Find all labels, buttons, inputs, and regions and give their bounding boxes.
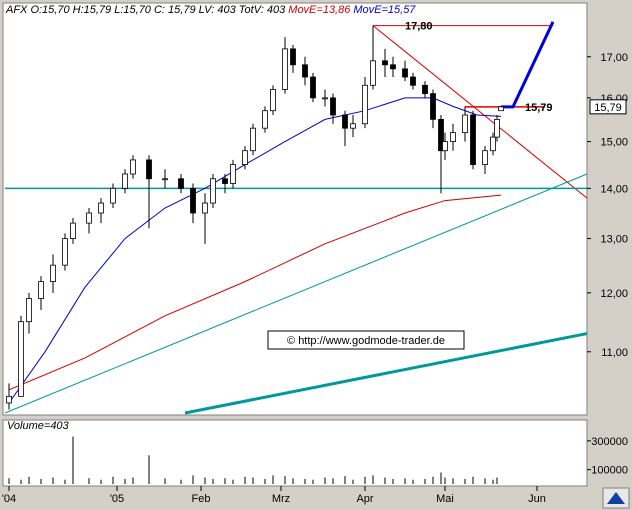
candle-body (422, 84, 428, 95)
candle-body (190, 187, 196, 214)
candle-body (50, 264, 56, 283)
y-tick-label: 12,00 (600, 288, 628, 300)
candle-body (322, 97, 328, 100)
candle-body (230, 164, 236, 184)
watermark-box (267, 330, 465, 350)
candle-body (302, 64, 308, 78)
candle-body (122, 173, 128, 189)
candle-body (250, 127, 256, 152)
trend-line (372, 25, 588, 199)
candle-body (242, 150, 248, 165)
candle-body (462, 114, 468, 134)
candle-body (362, 84, 368, 125)
candle-body (18, 321, 24, 397)
x-tick-label: Mrz (272, 493, 290, 505)
candle-body (270, 89, 276, 112)
candle-body (262, 110, 268, 129)
candle-body (38, 281, 44, 299)
candle-body (130, 159, 136, 175)
y-tick-label: 13,00 (600, 234, 628, 246)
legend-entry: MovE=15,57 (353, 4, 416, 16)
candle-body (162, 178, 168, 181)
candle-body (410, 76, 416, 86)
watermark: © http://www.godmode-trader.de (287, 335, 445, 347)
candle-body (282, 48, 288, 90)
trend-line (501, 21, 555, 109)
candle-body (310, 76, 316, 99)
x-tick-label: '05 (110, 493, 124, 505)
volume-tick-label: 100000 (591, 465, 628, 477)
candle-body (402, 68, 408, 78)
x-tick-label: '04 (2, 493, 16, 505)
candle-body (450, 132, 456, 143)
x-tick-label: Jun (528, 493, 546, 505)
candle-body (86, 212, 92, 224)
candle-body (442, 141, 448, 152)
volume-tick-label: 300000 (591, 436, 628, 448)
y-tick-label: 17,00 (600, 52, 628, 64)
price-tag: 15,79 (594, 102, 622, 114)
trend-line (184, 332, 588, 415)
header-text: AFX O:15,70 H:15,79 L:15,70 C: 15,79 LV:… (5, 4, 286, 16)
volume-label: Volume=403 (7, 420, 70, 432)
candle-body (110, 187, 116, 204)
candle-body (390, 64, 396, 70)
y-tick-label: 14,00 (600, 183, 628, 195)
tool-icon (607, 492, 625, 504)
moving-average (8, 97, 502, 404)
trend-line (4, 173, 588, 414)
x-tick-label: Apr (356, 493, 373, 505)
x-tick-label: Mai (436, 493, 454, 505)
y-tick-label: 15,00 (600, 137, 628, 149)
candle-body (430, 93, 436, 120)
candle-body (70, 222, 76, 239)
candle-body (202, 202, 208, 214)
y-tick-label: 11,00 (601, 347, 628, 359)
candle-body (342, 114, 348, 129)
candle-body (26, 298, 32, 323)
candle-body (350, 123, 356, 129)
candle-body (330, 97, 336, 116)
candle-body (98, 202, 104, 214)
annotation: 15,79 (525, 102, 553, 114)
x-tick-label: Feb (192, 493, 211, 505)
candle-body (370, 60, 376, 86)
candle-body (146, 159, 152, 180)
annotation: 17,80 (405, 21, 433, 33)
candle-body (482, 150, 488, 165)
candle-body (494, 118, 500, 138)
candle-body (290, 48, 296, 66)
header: AFX O:15,70 H:15,79 L:15,70 C: 15,79 LV:… (5, 4, 416, 16)
candle-body (210, 178, 216, 204)
candle-body (222, 178, 228, 184)
candle-body (382, 60, 388, 66)
candle-body (178, 178, 184, 189)
candle-body (438, 118, 444, 152)
legend-entry: MovE=13,86 (288, 4, 351, 16)
moving-average (8, 194, 502, 391)
candle-body (490, 136, 496, 152)
candle-body (6, 395, 12, 404)
candle-body (470, 114, 476, 165)
price-tag-box (589, 99, 627, 115)
volume-panel (2, 419, 588, 487)
candle-body (62, 238, 68, 266)
candle-body (498, 106, 504, 112)
